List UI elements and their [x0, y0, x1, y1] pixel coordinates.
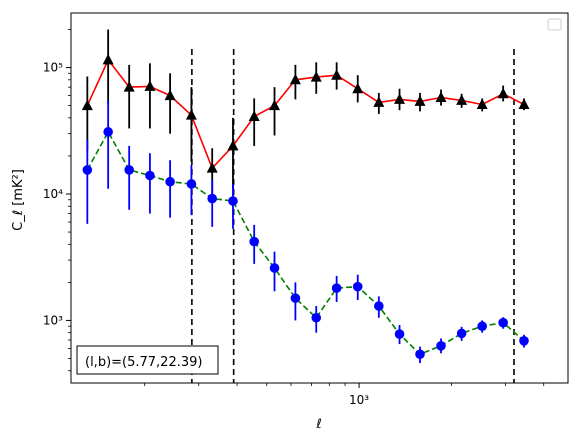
data-point [518, 98, 530, 110]
data-point [477, 321, 487, 332]
data-point [374, 301, 384, 311]
data-point [228, 196, 238, 206]
axis-ticks: 10³ 10⁴ 10⁵ 10³ [43, 29, 545, 407]
data-point [373, 96, 385, 107]
data-point [82, 165, 93, 175]
annotation-box: (l,b)=(5.77,22.39) [76, 345, 219, 375]
data-point [497, 87, 509, 99]
data-point [290, 293, 301, 303]
data-point [269, 263, 280, 273]
data-point [310, 71, 322, 82]
data-point [248, 110, 260, 122]
data-point [435, 91, 447, 102]
data-point [498, 317, 508, 328]
x-axis-label: ℓ [315, 417, 321, 432]
series-line [86, 130, 525, 356]
x-tick-label: 10³ [349, 393, 369, 407]
data-point [415, 349, 425, 360]
data-point [81, 99, 93, 111]
series-layer [81, 29, 530, 364]
y-tick-label: 10⁴ [43, 187, 63, 201]
data-point [331, 69, 343, 80]
data-point [144, 80, 156, 91]
data-point [103, 127, 113, 137]
y-tick-label: 10⁵ [43, 61, 63, 75]
data-point [311, 312, 322, 323]
data-point [414, 95, 426, 106]
data-point [145, 170, 155, 181]
data-point [456, 328, 467, 339]
data-point [476, 98, 488, 110]
data-point [164, 89, 176, 101]
y-axis-label: C_ℓ [mK²] [11, 169, 26, 231]
data-point [394, 93, 406, 104]
legend-box [547, 18, 562, 31]
plot-frame [70, 12, 569, 384]
data-point [186, 179, 197, 189]
data-point [249, 236, 259, 247]
data-point [207, 193, 218, 204]
data-point [352, 281, 363, 292]
data-point [394, 329, 405, 339]
data-point [102, 53, 114, 65]
data-point [269, 99, 281, 111]
data-point [124, 165, 134, 175]
data-point [206, 162, 218, 173]
data-point [519, 336, 529, 346]
data-point [165, 176, 175, 187]
data-point [123, 81, 135, 92]
annotation-text: (l,b)=(5.77,22.39) [85, 355, 202, 370]
data-point [436, 341, 446, 351]
data-point [456, 94, 468, 105]
series-line [86, 58, 525, 170]
data-point [227, 139, 239, 151]
data-point [289, 73, 301, 85]
y-tick-label: 10³ [43, 313, 63, 327]
data-point [185, 109, 197, 120]
data-point [352, 82, 364, 94]
data-point [331, 283, 342, 293]
